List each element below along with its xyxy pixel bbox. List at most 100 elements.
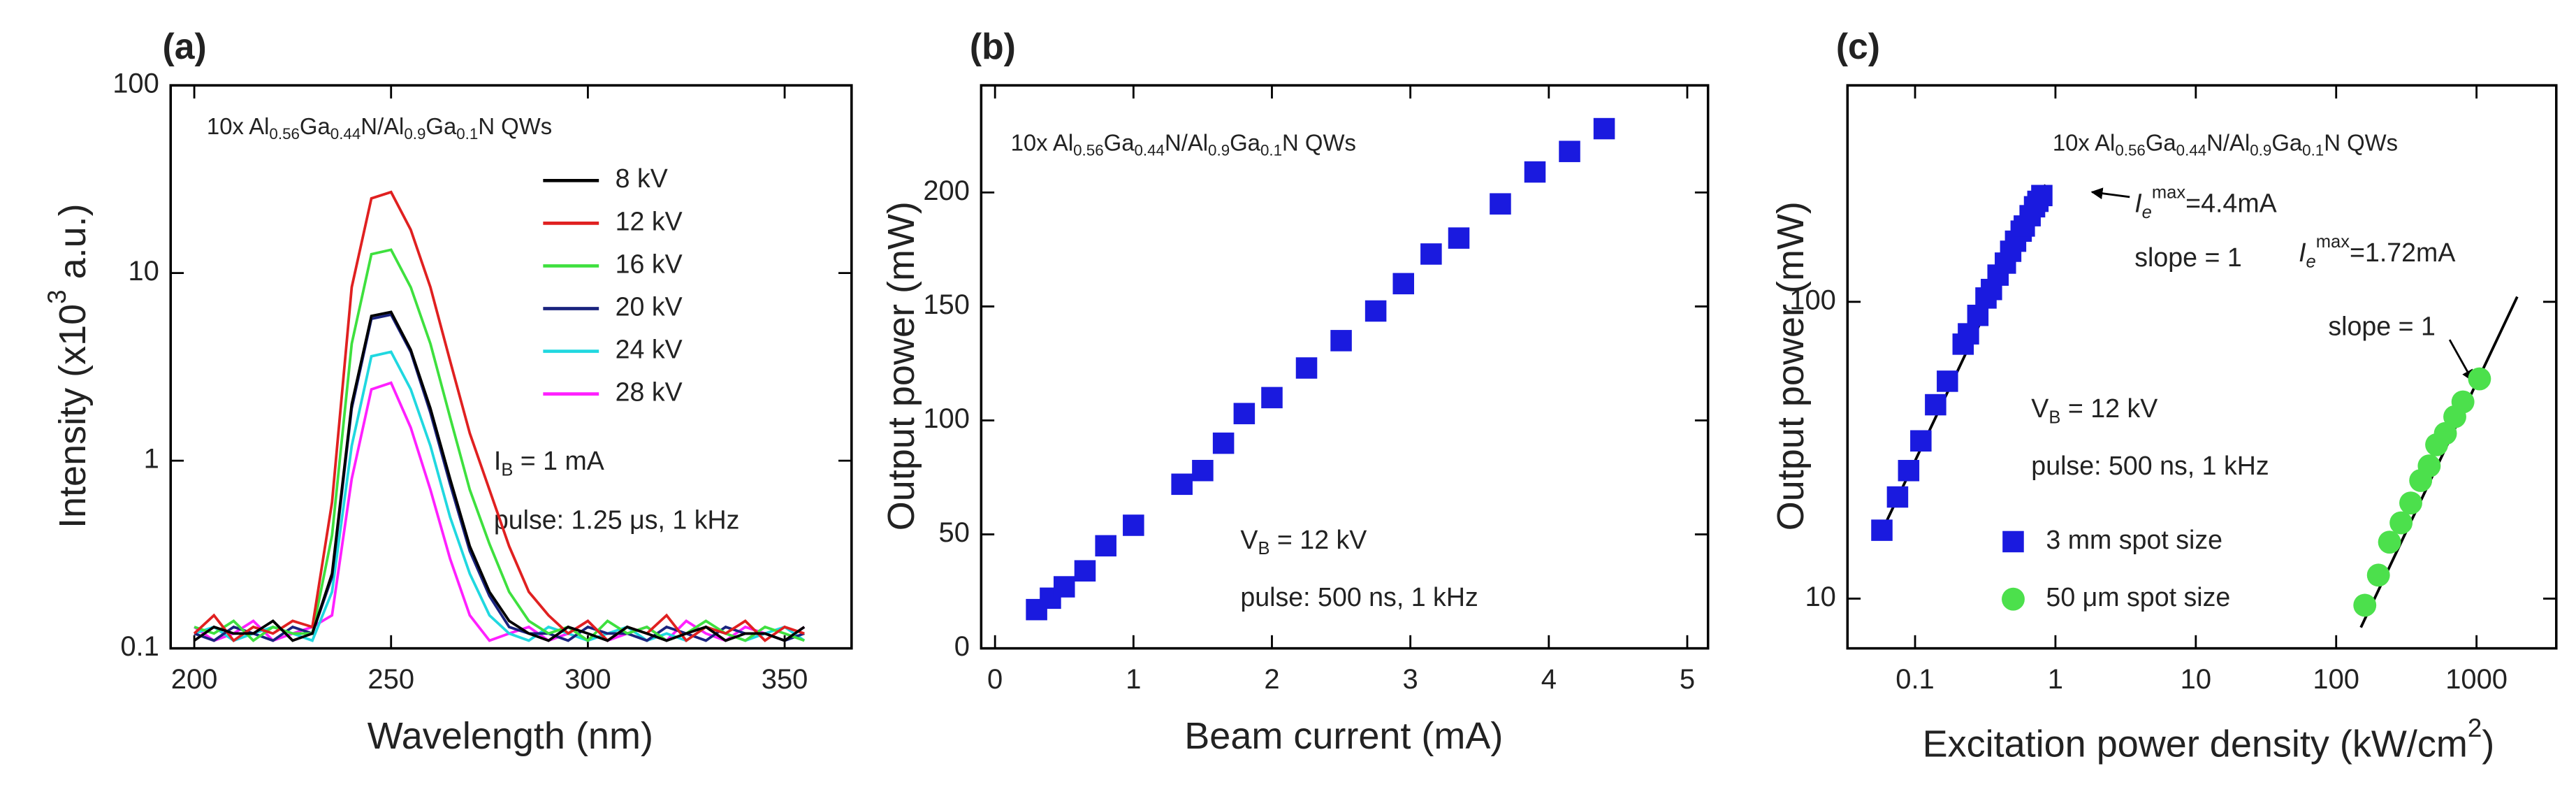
x-tick-label: 1000 bbox=[2445, 664, 2508, 695]
plot-frame bbox=[169, 84, 853, 650]
text-segment: Ga bbox=[1230, 129, 1261, 155]
point bbox=[2366, 563, 2390, 587]
text-segment: Excitation power density (kW/cm bbox=[1923, 723, 2468, 765]
voltage-note: VB = 12 kV bbox=[1240, 525, 1367, 558]
x-axis-title: Beam current (mA) bbox=[1184, 715, 1503, 757]
legend-label: 16 kV bbox=[616, 249, 683, 278]
x-tick-label: 2 bbox=[1264, 664, 1279, 695]
point bbox=[1490, 193, 1511, 215]
point bbox=[2417, 454, 2441, 478]
point bbox=[1559, 140, 1580, 162]
text-segment: = 12 kV bbox=[2060, 394, 2157, 423]
text-segment: B bbox=[2049, 407, 2060, 427]
text-segment: 0.44 bbox=[2176, 141, 2207, 159]
x-tick-label: 10 bbox=[2181, 664, 2211, 695]
point bbox=[2389, 511, 2413, 535]
point bbox=[1937, 370, 1958, 392]
point bbox=[1524, 161, 1546, 183]
text-segment: V bbox=[1240, 525, 1258, 554]
y-tick-label: 150 bbox=[923, 289, 970, 320]
point bbox=[1261, 387, 1283, 409]
text-segment: I bbox=[2134, 188, 2142, 217]
x-axis-title: Excitation power density (kW/cm2) bbox=[1923, 714, 2495, 765]
current-note: IB = 1 mA bbox=[494, 446, 604, 479]
point bbox=[1074, 560, 1096, 582]
text-segment: N/Al bbox=[1165, 129, 1208, 155]
spectrum-line bbox=[193, 190, 805, 643]
point bbox=[2378, 531, 2401, 554]
point bbox=[1192, 459, 1214, 482]
point bbox=[1925, 394, 1946, 416]
panel-label: (b) bbox=[970, 26, 1016, 66]
text-segment: 0.9 bbox=[2250, 141, 2271, 159]
legend-label: 3 mm spot size bbox=[2046, 525, 2222, 554]
spectrum-line bbox=[193, 310, 806, 642]
text-segment: 0.9 bbox=[1208, 141, 1230, 159]
point bbox=[1886, 486, 1909, 508]
point bbox=[1233, 403, 1256, 424]
point bbox=[1365, 300, 1387, 322]
plot-frame bbox=[980, 84, 1710, 650]
annotation: 10x Al0.56Ga0.44N/Al0.9Ga0.1N QWs bbox=[207, 113, 552, 143]
point bbox=[1171, 473, 1193, 496]
text-segment: max bbox=[2316, 232, 2350, 252]
point bbox=[1053, 576, 1075, 598]
x-tick-label: 350 bbox=[762, 664, 808, 695]
slope-note: slope = 1 bbox=[2328, 312, 2436, 341]
y-tick-label: 100 bbox=[112, 68, 159, 99]
point bbox=[1392, 273, 1414, 295]
text-segment: N/Al bbox=[361, 113, 404, 139]
pulse-note: pulse: 1.25 μs, 1 kHz bbox=[494, 505, 740, 535]
arrow bbox=[2448, 339, 2474, 382]
text-segment: = 12 kV bbox=[1270, 525, 1367, 554]
y-tick-label: 10 bbox=[128, 256, 159, 287]
text-segment: ) bbox=[2482, 723, 2494, 765]
point bbox=[2451, 390, 2475, 414]
text-segment: 0.56 bbox=[2115, 141, 2146, 159]
point bbox=[2399, 491, 2422, 515]
point bbox=[2031, 185, 2053, 207]
x-tick-label: 5 bbox=[1680, 664, 1695, 695]
x-tick-label: 1 bbox=[2048, 664, 2063, 695]
text-segment: V bbox=[2031, 394, 2049, 423]
text-segment: 0.1 bbox=[2302, 141, 2324, 159]
point bbox=[1420, 243, 1442, 265]
spectrum-line bbox=[194, 248, 805, 642]
text-segment: a.u.) bbox=[52, 203, 94, 289]
point bbox=[1330, 330, 1352, 352]
text-segment: N QWs bbox=[478, 113, 552, 139]
text-segment: B bbox=[1258, 539, 1269, 558]
x-tick-label: 0.1 bbox=[1895, 664, 1934, 695]
arrow bbox=[2090, 187, 2130, 200]
legend-swatch bbox=[2002, 587, 2025, 611]
current-note: Iemax=4.4mA bbox=[2134, 182, 2276, 222]
text-segment: Ga bbox=[1104, 129, 1135, 155]
current-note: Iemax=1.72mA bbox=[2299, 232, 2455, 271]
y-axis-title: Output power (mW) bbox=[1770, 201, 1812, 531]
legend-label: 28 kV bbox=[616, 377, 683, 407]
text-segment: e bbox=[2142, 203, 2152, 222]
text-segment: =4.4mA bbox=[2185, 188, 2277, 217]
text-segment: 3 bbox=[42, 289, 71, 303]
voltage-note: VB = 12 kV bbox=[2031, 394, 2157, 427]
text-segment: 0.44 bbox=[330, 125, 361, 143]
y-tick-label: 0 bbox=[954, 631, 970, 662]
y-tick-label: 0.1 bbox=[120, 631, 159, 662]
y-axis-title: Output power (mW) bbox=[880, 201, 922, 531]
text-segment: 0.44 bbox=[1134, 141, 1165, 159]
point bbox=[2353, 593, 2377, 617]
point bbox=[1898, 460, 1920, 482]
x-tick-label: 100 bbox=[2313, 664, 2359, 695]
point bbox=[1448, 227, 1470, 249]
y-axis-title: Intensity (x103 a.u.) bbox=[42, 203, 94, 528]
text-segment: Ga bbox=[2146, 129, 2177, 155]
y-tick-label: 100 bbox=[1789, 284, 1836, 315]
y-tick-label: 200 bbox=[923, 175, 970, 206]
x-tick-label: 4 bbox=[1541, 664, 1557, 695]
point bbox=[1123, 514, 1144, 536]
text-segment: 2 bbox=[2468, 714, 2482, 742]
point bbox=[1593, 117, 1615, 140]
text-segment: max bbox=[2152, 182, 2185, 202]
x-tick-label: 300 bbox=[565, 664, 611, 695]
